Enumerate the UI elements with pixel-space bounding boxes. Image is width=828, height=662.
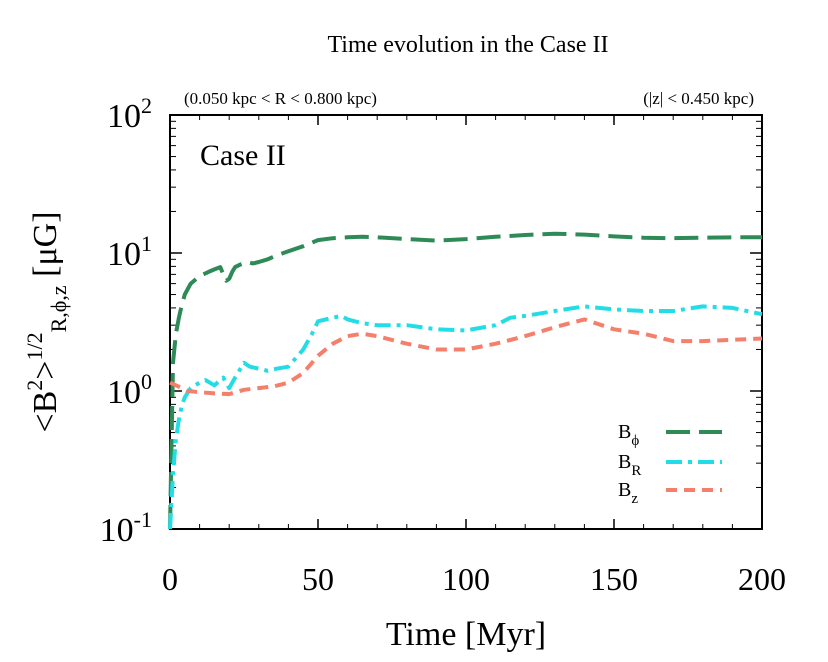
y-label-sup2: 1/2 <box>22 332 47 360</box>
y-tick-label: 101 <box>107 231 152 273</box>
legend-label-b-r: BR <box>618 451 641 479</box>
series-group <box>168 231 763 530</box>
x-tick-label: 150 <box>590 561 638 597</box>
y-label-unit: [μG] <box>27 211 64 285</box>
y-tick-label: 10-1 <box>100 507 152 549</box>
series-line-b-phi <box>168 231 762 530</box>
y-label-mid: > <box>27 361 64 380</box>
x-ticks: 0 50 100 150 200 <box>162 115 786 597</box>
legend-label-b-z: Bz <box>618 479 638 507</box>
y-label-open: <B <box>27 391 64 433</box>
height-range-label: (|z| < 0.450 kpc) <box>643 89 754 108</box>
y-axis-label: <B2>1/2R,ϕ,z [μG] <box>22 211 71 432</box>
y-label-sub: R,ϕ,z <box>46 285 71 332</box>
plot-frame <box>169 114 763 530</box>
series-line-b-z <box>169 317 763 397</box>
x-axis-label: Time [Myr] <box>386 616 546 653</box>
x-tick-label: 200 <box>738 561 786 597</box>
radius-range-label: (0.050 kpc < R < 0.800 kpc) <box>184 89 377 108</box>
y-tick-label: 100 <box>107 369 152 411</box>
x-tick-label: 100 <box>442 561 490 597</box>
legend-label-b-phi: Bϕ <box>618 421 639 449</box>
y-ticks: 10-1 100 101 102 <box>100 93 762 549</box>
x-tick-label: 50 <box>302 561 334 597</box>
series-line-b-r <box>168 304 763 530</box>
y-tick-label: 102 <box>107 93 152 135</box>
chart-title: Time evolution in the Case II <box>327 32 608 58</box>
x-tick-label: 0 <box>162 561 178 597</box>
y-label-sup1: 2 <box>22 380 47 391</box>
case-annotation: Case II <box>200 139 286 172</box>
